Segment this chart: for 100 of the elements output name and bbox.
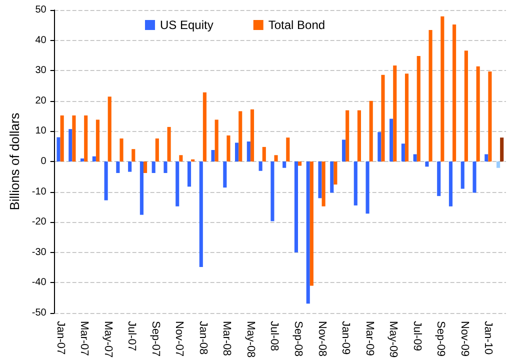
y-tick-label: 30 xyxy=(35,65,47,76)
bar xyxy=(258,162,262,171)
bar xyxy=(92,156,96,162)
bar xyxy=(262,146,266,162)
x-tick-label: Nov-08 xyxy=(316,321,328,356)
legend-label: Total Bond xyxy=(268,18,326,32)
bar xyxy=(464,50,468,162)
x-tick-label: May-07 xyxy=(102,321,114,358)
bar xyxy=(84,115,88,162)
bar xyxy=(401,144,405,162)
bar xyxy=(60,115,64,162)
x-tick-label: Jan-09 xyxy=(340,321,352,355)
bar xyxy=(488,72,492,162)
bar xyxy=(369,100,373,162)
bar xyxy=(460,162,464,189)
bar xyxy=(413,154,417,162)
x-tick-label: Jul-07 xyxy=(126,321,138,351)
bar xyxy=(72,115,76,162)
bar xyxy=(282,162,286,168)
x-tick-label: Jan-10 xyxy=(482,321,494,355)
y-tick-label: -20 xyxy=(32,216,47,228)
bar xyxy=(226,135,230,162)
bar xyxy=(179,155,183,162)
bar xyxy=(476,66,480,162)
x-tick-label: Jan-07 xyxy=(54,321,66,355)
bar xyxy=(96,120,100,162)
bar xyxy=(378,132,382,162)
bar xyxy=(270,162,274,222)
bar xyxy=(132,149,136,162)
bar xyxy=(393,65,397,162)
x-tick-label: Mar-07 xyxy=(78,321,90,356)
y-tick-label: 0 xyxy=(40,156,47,167)
bar xyxy=(322,162,326,206)
bar xyxy=(246,142,250,162)
bar xyxy=(140,162,144,215)
bar xyxy=(354,162,358,206)
bar xyxy=(346,110,350,162)
bar xyxy=(187,162,192,187)
bar xyxy=(68,129,72,162)
bar xyxy=(128,162,132,172)
bar xyxy=(310,162,314,286)
bar xyxy=(334,162,338,185)
bar xyxy=(202,92,206,162)
bar xyxy=(238,111,242,162)
bar xyxy=(390,118,394,162)
bar xyxy=(155,138,159,162)
x-tick-label: Mar-09 xyxy=(363,321,376,356)
x-tick-label: Sep-08 xyxy=(292,321,304,356)
bar xyxy=(250,109,254,162)
bar xyxy=(330,162,334,193)
bar xyxy=(286,138,290,162)
bar xyxy=(318,162,322,198)
x-tick-label: Sep-07 xyxy=(149,321,162,356)
bar xyxy=(452,24,456,162)
bar xyxy=(274,155,278,162)
x-tick-label: Mar-08 xyxy=(220,321,233,356)
y-tick-label: -30 xyxy=(32,246,47,258)
y-tick-label: -40 xyxy=(32,277,47,288)
bar xyxy=(108,96,112,162)
bar xyxy=(294,162,298,252)
bar xyxy=(120,138,124,162)
bar xyxy=(176,162,180,206)
x-tick-label: Nov-09 xyxy=(458,321,470,356)
bar xyxy=(472,162,476,193)
x-tick-label: Jul-09 xyxy=(410,321,423,351)
x-tick-label: Jul-08 xyxy=(268,321,280,351)
bar xyxy=(500,138,504,162)
y-tick-label: 10 xyxy=(35,126,47,137)
bar xyxy=(211,150,215,162)
legend-label: US Equity xyxy=(160,18,214,32)
x-tick-label: Sep-09 xyxy=(434,321,447,356)
bar xyxy=(223,162,227,188)
bar xyxy=(164,162,168,174)
bar xyxy=(381,74,385,162)
bar xyxy=(437,162,441,196)
x-tick-label: May-08 xyxy=(244,321,256,358)
y-tick-label: -50 xyxy=(32,308,47,318)
bar xyxy=(440,16,444,162)
bar xyxy=(152,162,156,174)
bar xyxy=(143,162,148,174)
bar xyxy=(357,110,361,162)
bar xyxy=(214,120,218,162)
bar xyxy=(235,142,239,162)
y-axis-title: Billions of dollars xyxy=(7,112,22,210)
bar xyxy=(199,162,203,267)
y-tick-label: 20 xyxy=(35,95,47,106)
bar xyxy=(342,140,346,162)
bar xyxy=(104,162,108,200)
bar xyxy=(425,162,429,167)
x-tick-label: May-09 xyxy=(387,321,400,358)
y-tick-label: -10 xyxy=(32,186,47,198)
bar xyxy=(167,126,171,162)
y-tick-label: 50 xyxy=(35,4,47,16)
y-tick-label: 40 xyxy=(35,34,47,46)
bar xyxy=(428,30,432,162)
bar xyxy=(306,162,310,304)
bar xyxy=(56,137,60,162)
bar xyxy=(366,162,370,214)
x-tick-label: Jan-08 xyxy=(196,321,209,355)
bar xyxy=(116,162,120,174)
